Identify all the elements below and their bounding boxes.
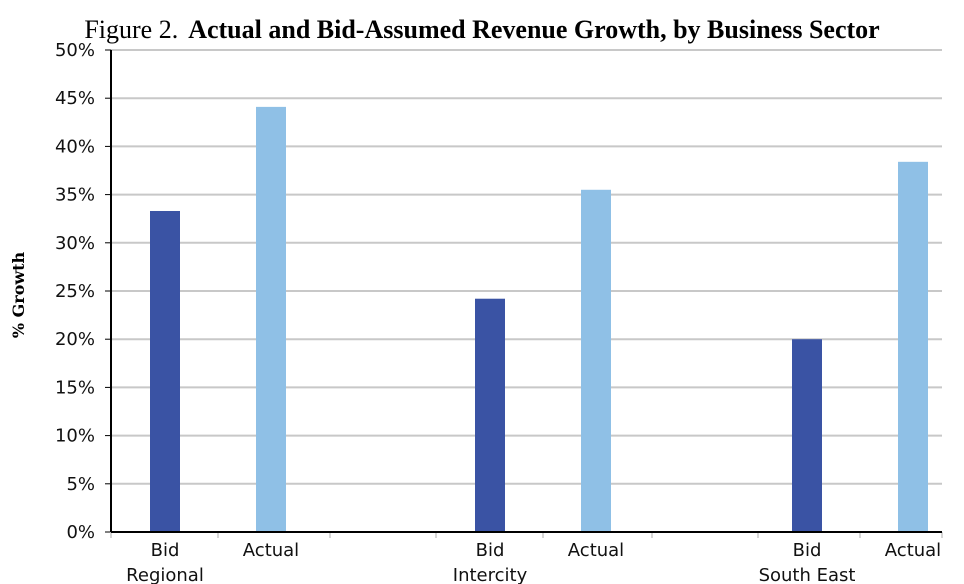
y-tick-label: 0% — [66, 522, 95, 543]
bid-bar — [475, 298, 505, 532]
bar-label: Bid — [151, 540, 180, 561]
bar-label: Actual — [885, 540, 941, 561]
figure-title-text: Actual and Bid-Assumed Revenue Growth, b… — [188, 15, 880, 44]
y-tick-label: 50% — [55, 40, 95, 61]
bar-label: Bid — [476, 540, 505, 561]
y-tick-label: 40% — [55, 136, 95, 157]
group-label: Intercity — [453, 565, 528, 584]
y-tick-label: 15% — [55, 377, 95, 398]
y-axis-title: % Growth — [9, 251, 28, 338]
y-tick-label: 30% — [55, 233, 95, 254]
bid-bar — [792, 339, 822, 532]
bid-bar — [150, 210, 180, 532]
group-label: South East — [759, 565, 856, 584]
bar-label: Actual — [243, 540, 299, 561]
y-tick-label: 10% — [55, 426, 95, 447]
y-tick-label: 20% — [55, 329, 95, 350]
figure-number: Figure 2. — [84, 15, 179, 44]
chart-title: Figure 2. Actual and Bid-Assumed Revenue … — [0, 14, 964, 46]
bar-label: Bid — [793, 540, 822, 561]
y-tick-label: 45% — [55, 88, 95, 109]
actual-bar — [898, 161, 928, 532]
bar-label: Actual — [568, 540, 624, 561]
y-tick-label: 5% — [66, 474, 95, 495]
actual-bar — [256, 106, 286, 532]
actual-bar — [581, 189, 611, 532]
y-tick-label: 25% — [55, 281, 95, 302]
y-tick-label: 35% — [55, 185, 95, 206]
group-label: Regional — [126, 565, 204, 584]
